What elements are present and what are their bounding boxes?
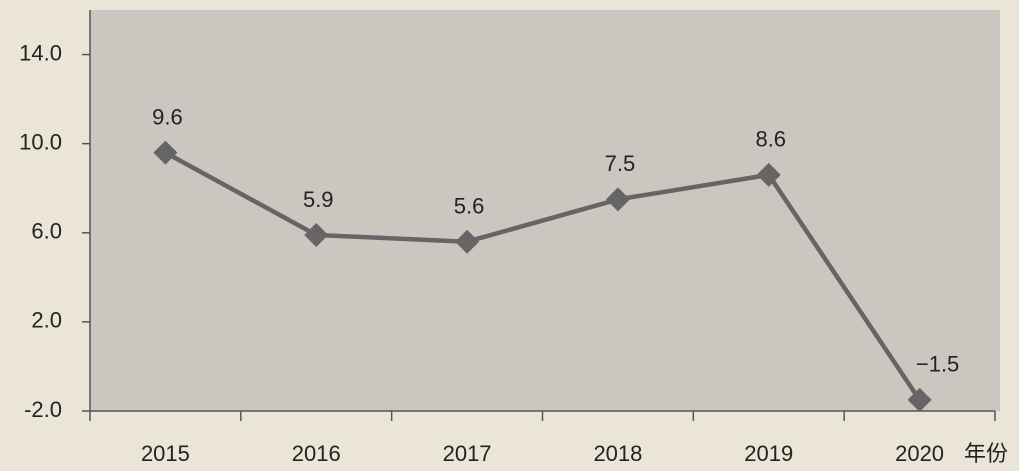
- plot-area: [90, 10, 1000, 411]
- x-tick-label: 2018: [593, 441, 642, 466]
- value-label: 7.5: [605, 151, 636, 176]
- x-axis-label: 年份: [964, 441, 1008, 466]
- value-label: 8.6: [755, 127, 786, 152]
- x-tick-label: 2017: [443, 441, 492, 466]
- marker: [153, 140, 178, 165]
- x-tick-label: 2016: [292, 441, 341, 466]
- value-label: −1.5: [916, 352, 959, 377]
- marker: [756, 162, 781, 187]
- value-label: 9.6: [152, 104, 183, 129]
- data-line: [164, 150, 922, 402]
- marker: [455, 229, 480, 254]
- y-tick-label: 6.0: [31, 219, 62, 244]
- y-tick-label: -2.0: [24, 397, 62, 422]
- marker: [907, 387, 932, 412]
- y-tick-label: 10.0: [19, 129, 62, 154]
- y-tick-label: 14.0: [19, 40, 62, 65]
- marker: [605, 187, 630, 212]
- value-label: 5.9: [303, 187, 334, 212]
- value-label: 5.6: [454, 194, 485, 219]
- x-tick-label: 2020: [895, 441, 944, 466]
- x-tick-label: 2019: [744, 441, 793, 466]
- y-tick-label: 2.0: [31, 308, 62, 333]
- marker: [304, 223, 329, 248]
- x-tick-label: 2015: [141, 441, 190, 466]
